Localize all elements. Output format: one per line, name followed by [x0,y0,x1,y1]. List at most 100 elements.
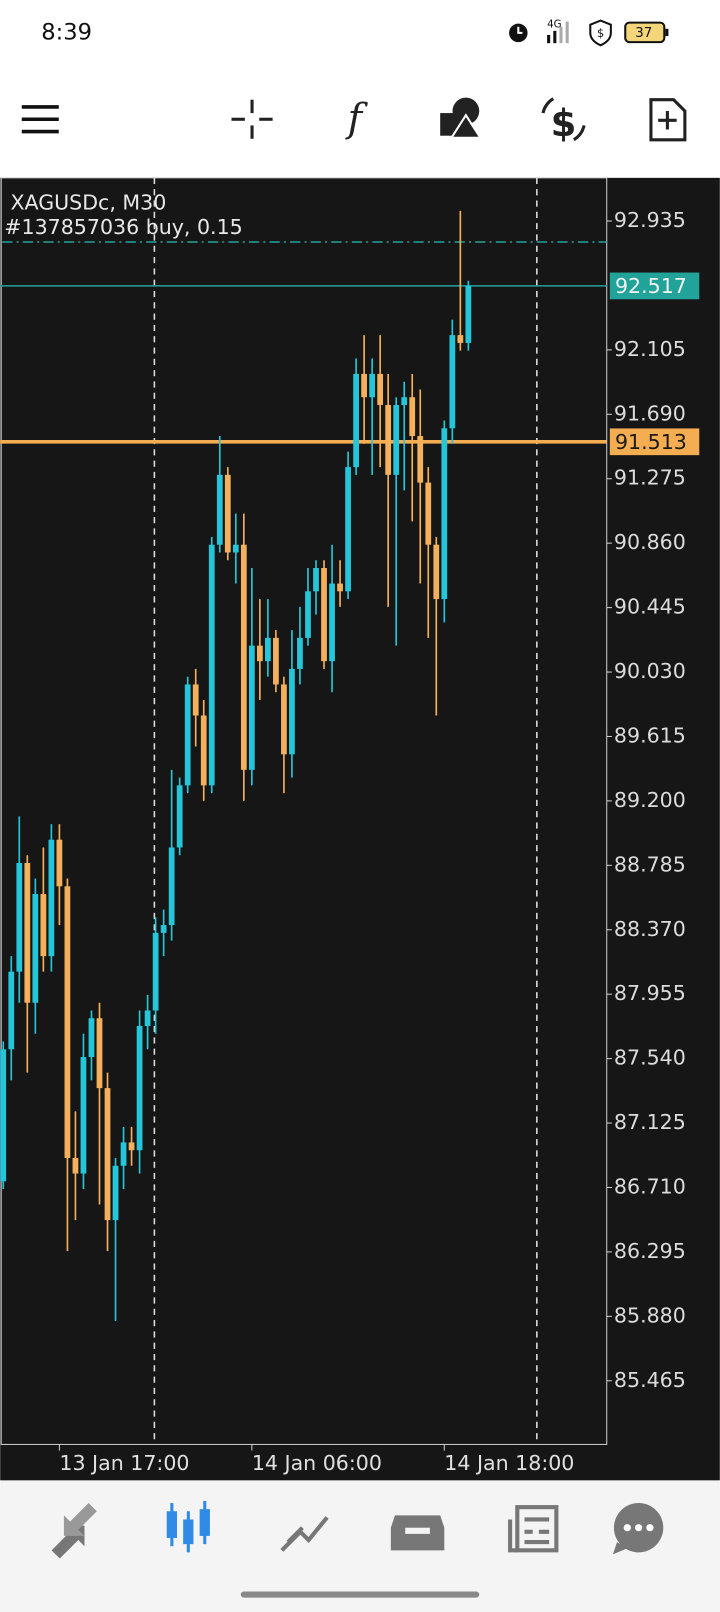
candle-body [425,482,432,545]
candle-body [128,1142,135,1151]
candle-body [40,894,47,957]
candle-body [216,474,223,545]
y-tick-label: 87.955 [614,981,686,1005]
svg-text:$: $ [551,102,577,145]
y-tick-label: 87.540 [614,1046,686,1070]
candle-body [112,1165,119,1221]
crosshair-button[interactable] [231,99,273,139]
candle-body [184,684,191,786]
candle-body [152,932,159,1011]
candle-body [289,668,295,755]
candle-body [377,373,384,405]
menu-button[interactable] [21,105,59,134]
chart-background [0,177,720,1481]
objects-button[interactable] [440,97,483,139]
candle-body [16,862,23,972]
trade-tab[interactable] [280,1516,329,1552]
candle-body [192,684,199,716]
position-info: #137857036 buy, 0.15 [4,215,242,239]
candle-body [457,335,464,343]
candle-body [8,971,15,1050]
candle-body [441,428,448,600]
candle-body [281,684,287,755]
candle-body [345,467,351,592]
x-tick-label: 13 Jan 17:00 [59,1451,189,1475]
candle-body [361,373,367,398]
network-type: 4G [547,19,562,31]
candle-body [297,637,303,669]
x-tick-label: 14 Jan 06:00 [252,1451,382,1475]
y-tick-label: 89.200 [614,788,686,812]
trade-button[interactable]: $ [541,97,586,145]
candle-body [176,785,183,848]
candle-body [88,1018,95,1058]
y-tick-label: 85.465 [614,1368,686,1392]
candle-body [208,544,215,786]
home-indicator [240,1591,480,1598]
candle-body [409,397,416,437]
alert-price-label: 91.513 [615,430,687,454]
news-tab[interactable] [508,1505,559,1553]
chart-frame [0,177,608,1445]
candle-body [104,1088,111,1221]
y-tick-label: 87.125 [614,1110,686,1134]
x-tick-label: 14 Jan 18:00 [444,1451,574,1475]
y-tick-label: 86.710 [614,1174,686,1198]
quotes-tab[interactable] [51,1503,97,1559]
alert-price-tag [609,428,700,456]
candle-body [353,373,359,468]
candle-body [232,544,239,553]
candle-body [393,404,400,475]
candle-body [56,839,63,887]
candle-body [265,637,271,662]
candle-body [120,1142,127,1166]
history-tab[interactable] [390,1515,445,1551]
y-tick-label: 88.785 [614,852,686,876]
candle-body [0,1049,7,1182]
new-order-button[interactable] [649,98,687,142]
candle-body [144,1010,151,1027]
bottom-nav [0,1480,720,1612]
candle-body [401,397,408,405]
battery-level: 37 [635,26,652,41]
signal-icon [547,21,569,44]
y-tick-label: 90.445 [614,595,686,619]
candle-body [240,544,247,770]
alarm-icon [509,23,528,43]
chart-title: XAGUSDc, M30 [10,191,166,215]
candle-body [248,645,255,770]
candle-body [168,847,175,926]
svg-text:$: $ [597,27,604,40]
candle-body [160,925,167,933]
indicators-button[interactable]: f [345,96,369,141]
vpn-icon: $ [589,19,612,47]
candle-body [72,1157,79,1174]
plot: 92.935 92.105 91.690 91.275 90.860 90.445 90.0… [0,208,700,1475]
chat-tab[interactable] [612,1503,664,1555]
y-tick-label: 89.615 [614,723,686,747]
candle-body [48,839,55,957]
battery-icon [624,21,669,44]
status-bar [0,0,720,64]
candle-body [256,645,263,662]
candle-body [449,335,456,429]
y-tick-label: 85.880 [614,1303,686,1327]
candle-body [465,285,472,343]
candle-body [329,583,335,662]
y-tick-label: 90.030 [614,659,686,683]
candle-body [337,583,343,592]
y-tick-label: 91.690 [614,401,686,425]
candle-body [321,568,327,662]
chart-tab[interactable] [166,1500,210,1553]
candle-body [200,715,207,786]
y-tick-label: 88.370 [614,917,686,941]
candle-body [433,544,440,600]
candle-body [32,894,39,1003]
candle-body [273,637,279,685]
candle-body [224,474,231,553]
candle-body [64,886,71,1158]
candle-body [313,568,319,592]
y-tick-label: 92.935 [614,208,686,232]
